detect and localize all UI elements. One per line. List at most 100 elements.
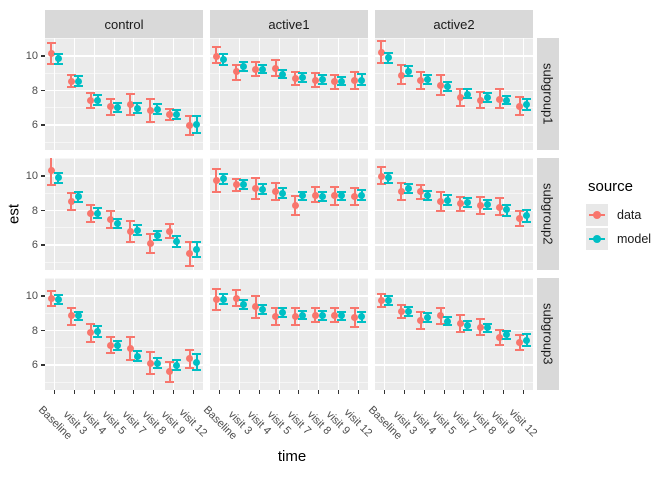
facet-panel-active2-subgroup1 <box>375 38 533 150</box>
point-data <box>291 74 299 82</box>
errorbar-cap-model <box>172 369 182 372</box>
point-data <box>186 250 194 258</box>
y-tick <box>41 364 45 366</box>
errorbar-cap-data <box>376 292 386 295</box>
errorbar-cap-model <box>132 359 142 362</box>
errorbar-cap-model <box>297 309 307 312</box>
errorbar-cap-model <box>462 320 472 323</box>
errorbar-cap-model <box>53 302 63 305</box>
point-data <box>496 95 504 103</box>
y-tick <box>41 124 45 126</box>
errorbar-cap-data <box>211 46 221 49</box>
point-data <box>272 313 280 321</box>
x-tick <box>318 390 320 394</box>
gridline-x <box>133 158 135 270</box>
gridline-major <box>45 55 203 57</box>
errorbar-cap-data <box>330 307 340 310</box>
point-data <box>377 172 385 180</box>
errorbar-cap-data <box>376 306 386 309</box>
point-data <box>166 227 174 235</box>
point-data <box>476 96 484 104</box>
point-data <box>166 111 174 119</box>
gridline-major <box>210 364 368 366</box>
gridline-minor <box>45 381 203 383</box>
errorbar-cap-model <box>238 69 248 72</box>
x-axis-title: time <box>277 448 307 465</box>
errorbar-cap-model <box>462 206 472 209</box>
gridline-minor <box>45 227 203 229</box>
errorbar-cap-model <box>73 310 83 313</box>
point-model <box>424 192 432 200</box>
x-tick <box>404 390 406 394</box>
errorbar-cap-data <box>86 106 96 109</box>
point-data <box>417 316 425 324</box>
errorbar-cap-model <box>53 181 63 184</box>
errorbar-cap-model <box>152 366 162 369</box>
gridline-x <box>463 278 465 390</box>
point-model <box>153 106 161 113</box>
errorbar-cap-model <box>297 199 307 202</box>
y-tick-label: 8 <box>31 204 38 217</box>
point-model <box>219 175 227 183</box>
gridline-x <box>258 158 260 270</box>
errorbar-cap-model <box>482 331 492 334</box>
errorbar-cap-model <box>93 325 103 328</box>
errorbar-cap-model <box>337 84 347 87</box>
gridline-minor <box>375 107 533 109</box>
point-data <box>47 50 55 57</box>
errorbar-cap-model <box>502 338 512 341</box>
errorbar-cap-model <box>502 103 512 106</box>
errorbar-cap-data <box>436 210 446 213</box>
gridline-minor <box>210 158 368 160</box>
errorbar-cap-model <box>73 200 83 203</box>
errorbar-cap-data <box>271 199 281 202</box>
gridline-minor <box>375 38 533 40</box>
errorbar-cap-data <box>330 186 340 189</box>
errorbar-cap-model <box>53 62 63 65</box>
errorbar-cap-model <box>218 63 228 66</box>
errorbar-cap-model <box>218 53 228 56</box>
errorbar-cap-model <box>192 115 202 118</box>
errorbar-cap-data <box>495 344 505 347</box>
errorbar-cap-data <box>350 307 360 310</box>
errorbar-cap-model <box>258 63 268 66</box>
errorbar-cap-data <box>416 198 426 201</box>
errorbar-cap-model <box>278 196 288 199</box>
errorbar-cap-data <box>125 358 135 361</box>
gridline-x <box>443 278 445 390</box>
point-data <box>331 78 339 86</box>
gridline-minor <box>375 192 533 194</box>
x-tick <box>463 390 465 394</box>
errorbar-cap-data <box>515 349 525 352</box>
y-tick-label: 8 <box>31 324 38 337</box>
gridline-x <box>258 38 260 150</box>
errorbar-cap-data <box>106 351 116 354</box>
errorbar-cap-model <box>443 194 453 197</box>
errorbar-cap-model <box>218 302 228 305</box>
gridline-major <box>45 124 203 126</box>
y-tick-label: 6 <box>31 359 38 371</box>
errorbar-cap-data <box>436 191 446 194</box>
gridline-x <box>384 38 386 150</box>
gridline-major <box>375 175 533 177</box>
errorbar-cap-model <box>132 102 142 105</box>
gridline-minor <box>375 312 533 314</box>
errorbar-cap-data <box>495 106 505 109</box>
gridline-x <box>54 158 56 270</box>
errorbar-cap-data <box>515 209 525 212</box>
errorbar-cap-model <box>403 192 413 195</box>
point-model <box>133 352 141 360</box>
errorbar-cap-data <box>310 307 320 310</box>
y-tick-label: 6 <box>31 239 38 251</box>
errorbar-cap-data <box>290 70 300 73</box>
gridline-major <box>45 244 203 246</box>
point-data <box>146 359 154 367</box>
errorbar-cap-data <box>396 199 406 202</box>
errorbar-cap-data <box>290 194 300 197</box>
gridline-minor <box>210 192 368 194</box>
errorbar-cap-data <box>350 187 360 190</box>
y-tick-label: 10 <box>25 50 38 63</box>
errorbar-cap-model <box>278 77 288 80</box>
errorbar-cap-data <box>455 314 465 317</box>
point-data <box>272 188 280 196</box>
